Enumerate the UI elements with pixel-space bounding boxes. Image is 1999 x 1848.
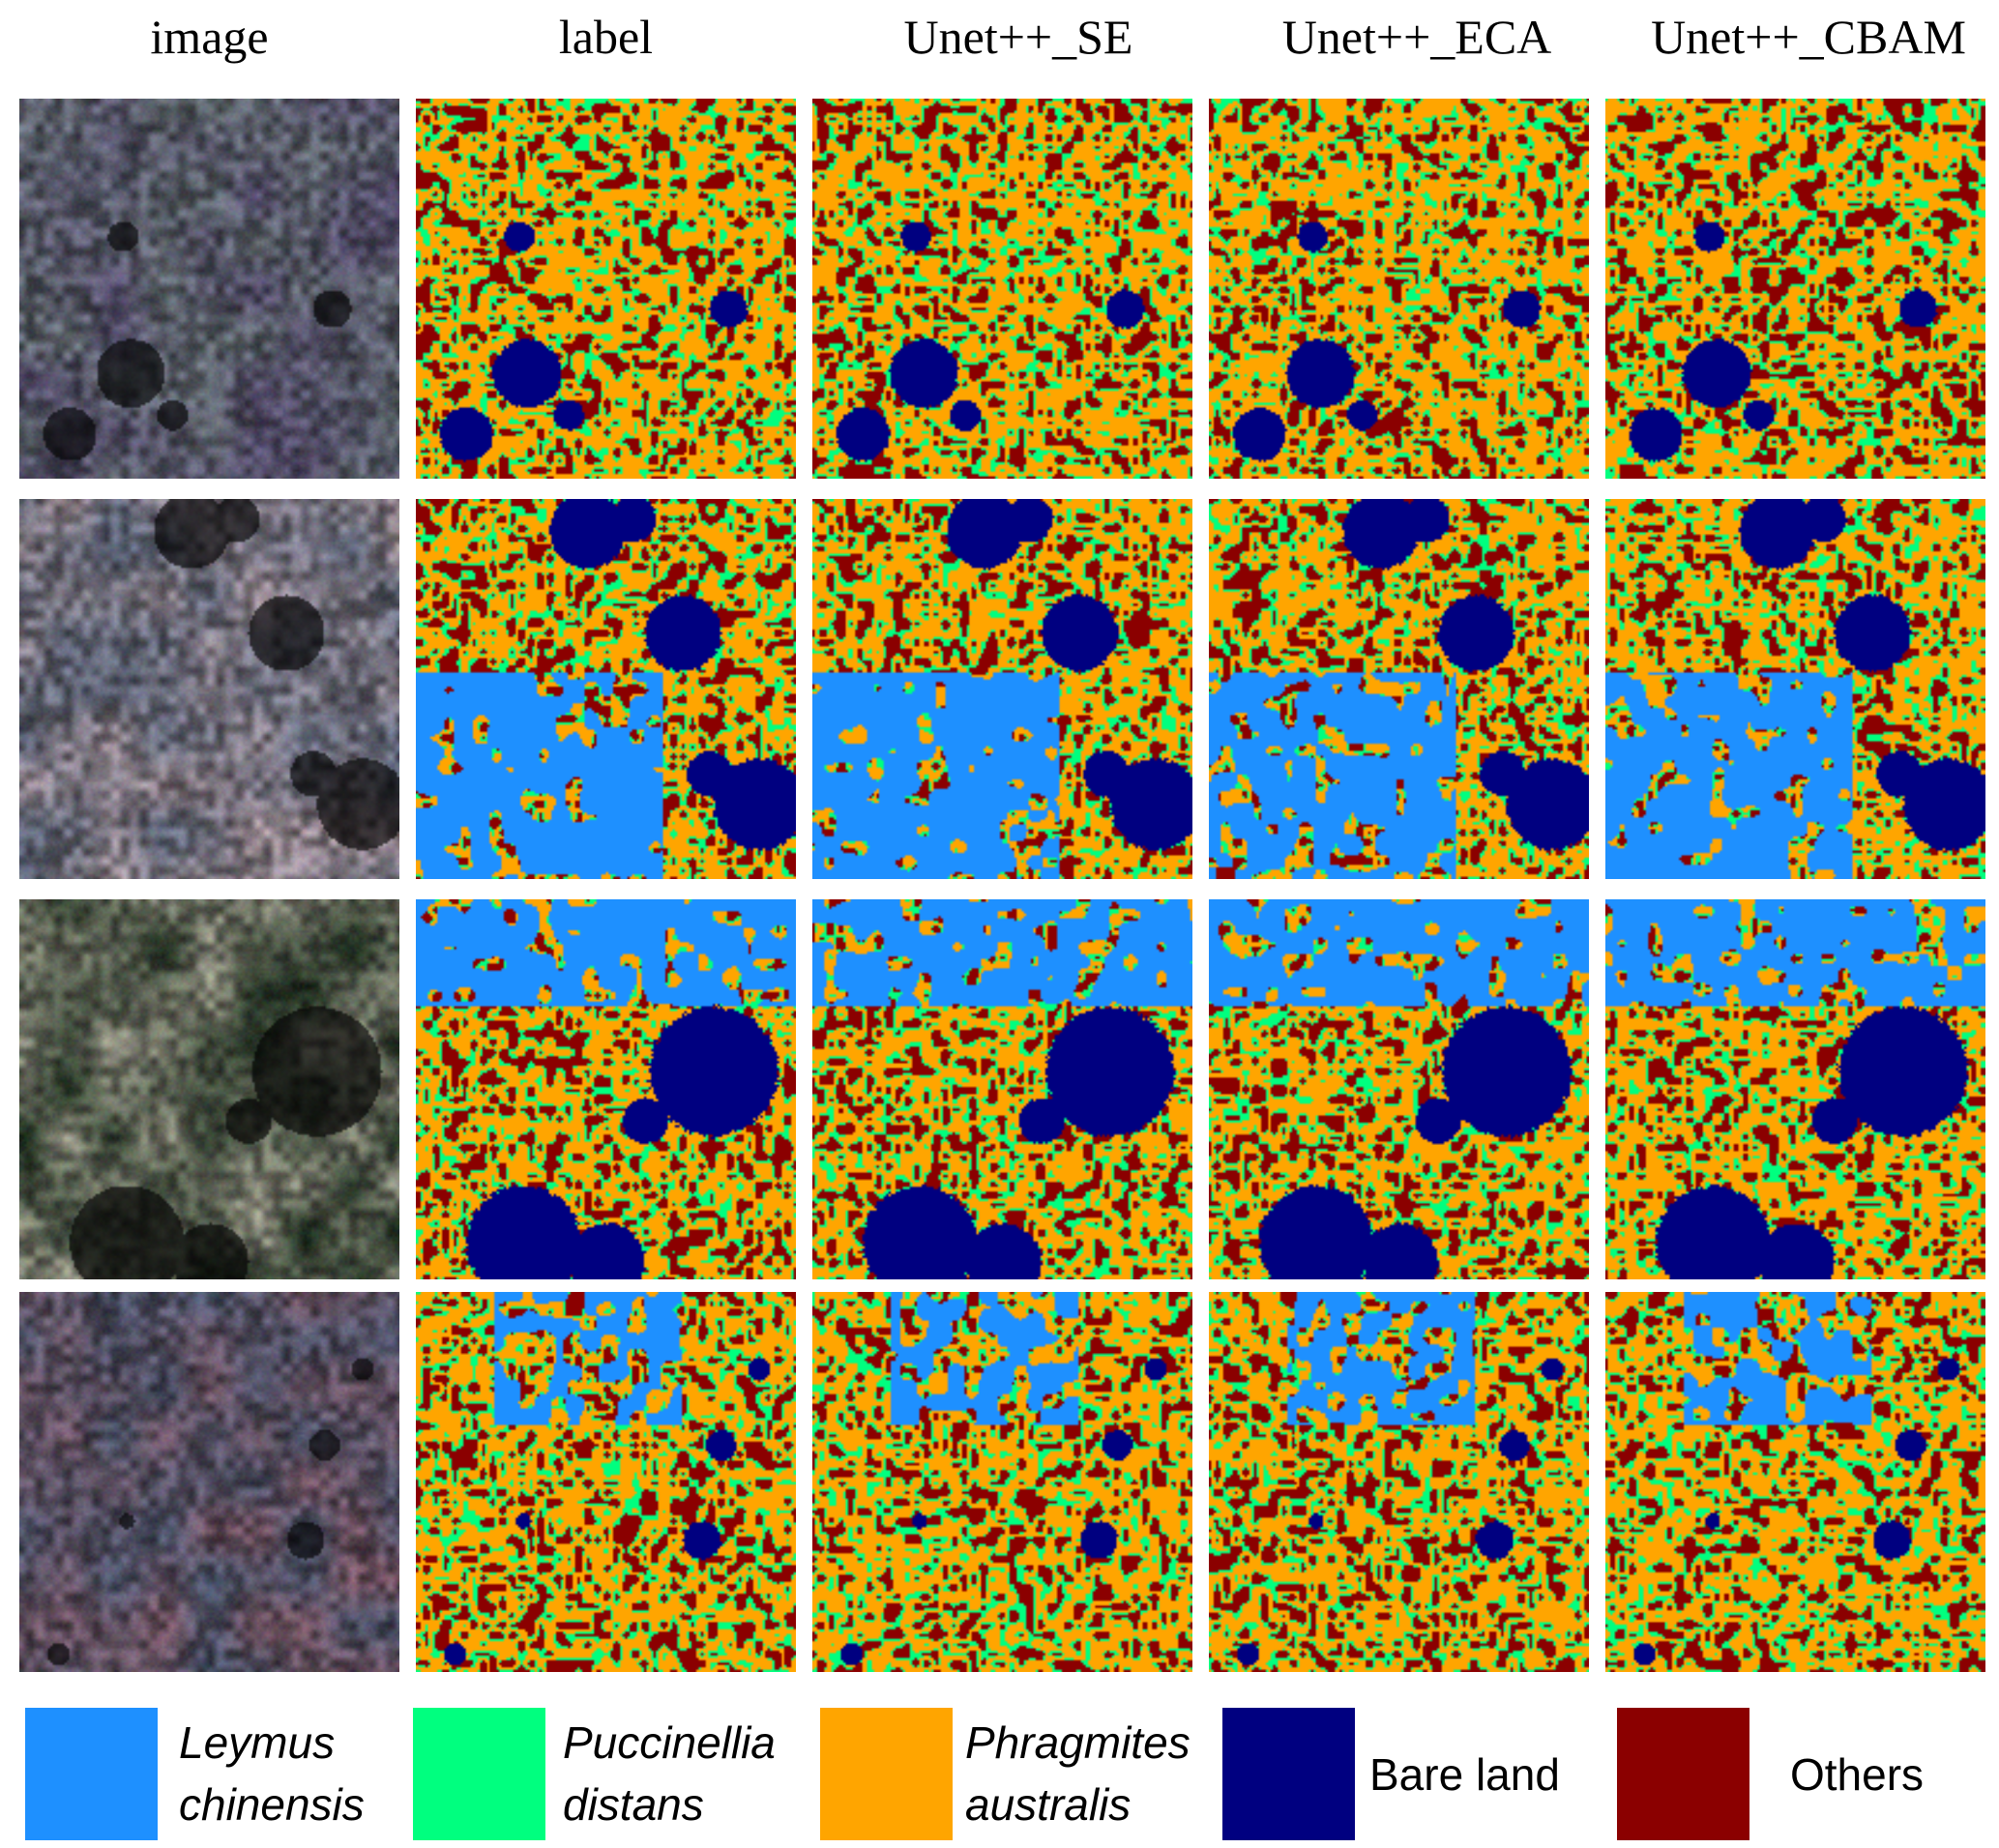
segmentation-map-unetpp-se-row-4	[812, 1292, 1192, 1672]
segmentation-map-label-row-3	[416, 899, 796, 1279]
aerial-image-tile-row-1	[19, 99, 399, 479]
column-header-image: image	[150, 10, 269, 64]
segmentation-map-unetpp-se-row-1	[812, 99, 1192, 479]
legend-label-line-2: chinensis	[179, 1779, 365, 1830]
legend-swatch-leymus-chinensis	[25, 1708, 158, 1840]
column-header-unetpp-cbam: Unet++_CBAM	[1651, 10, 1966, 64]
segmentation-map-label-row-2	[416, 499, 796, 879]
legend-swatch-puccinellia-distans	[413, 1708, 545, 1840]
segmentation-map-unetpp-cbam-row-3	[1605, 899, 1985, 1279]
segmentation-map-unetpp-se-row-3	[812, 899, 1192, 1279]
segmentation-map-unetpp-eca-row-4	[1209, 1292, 1589, 1672]
legend-label-bare-land: Bare land	[1369, 1744, 1560, 1805]
segmentation-map-unetpp-cbam-row-1	[1605, 99, 1985, 479]
segmentation-map-unetpp-cbam-row-2	[1605, 499, 1985, 879]
legend-label-line-2: australis	[965, 1779, 1132, 1830]
legend-label-line-1: Bare land	[1369, 1749, 1560, 1800]
segmentation-map-unetpp-se-row-2	[812, 499, 1192, 879]
legend-label-phragmites-australis: Phragmites australis	[965, 1712, 1191, 1835]
segmentation-map-unetpp-eca-row-1	[1209, 99, 1589, 479]
column-header-unetpp-se: Unet++_SE	[903, 10, 1133, 64]
aerial-image-tile-row-4	[19, 1292, 399, 1672]
legend-label-line-1: Leymus	[179, 1717, 336, 1768]
legend-label-line-1: Puccinellia	[563, 1717, 776, 1768]
legend-label-puccinellia-distans: Puccinellia distans	[563, 1712, 776, 1835]
segmentation-map-label-row-1	[416, 99, 796, 479]
legend-label-others: Others	[1790, 1744, 1924, 1805]
segmentation-map-unetpp-eca-row-2	[1209, 499, 1589, 879]
legend-label-line-1: Others	[1790, 1749, 1925, 1800]
column-header-label: label	[558, 10, 654, 64]
legend-swatch-bare-land	[1222, 1708, 1355, 1840]
column-header-unetpp-eca: Unet++_ECA	[1281, 10, 1552, 64]
aerial-image-tile-row-2	[19, 499, 399, 879]
legend-label-leymus-chinensis: Leymus chinensis	[179, 1712, 365, 1835]
legend-swatch-others	[1617, 1708, 1749, 1840]
segmentation-map-unetpp-cbam-row-4	[1605, 1292, 1985, 1672]
segmentation-map-label-row-4	[416, 1292, 796, 1672]
legend-label-line-2: distans	[563, 1779, 704, 1830]
legend-label-line-1: Phragmites	[965, 1717, 1191, 1768]
aerial-image-tile-row-3	[19, 899, 399, 1279]
legend-swatch-phragmites-australis	[820, 1708, 953, 1840]
segmentation-map-unetpp-eca-row-3	[1209, 899, 1589, 1279]
